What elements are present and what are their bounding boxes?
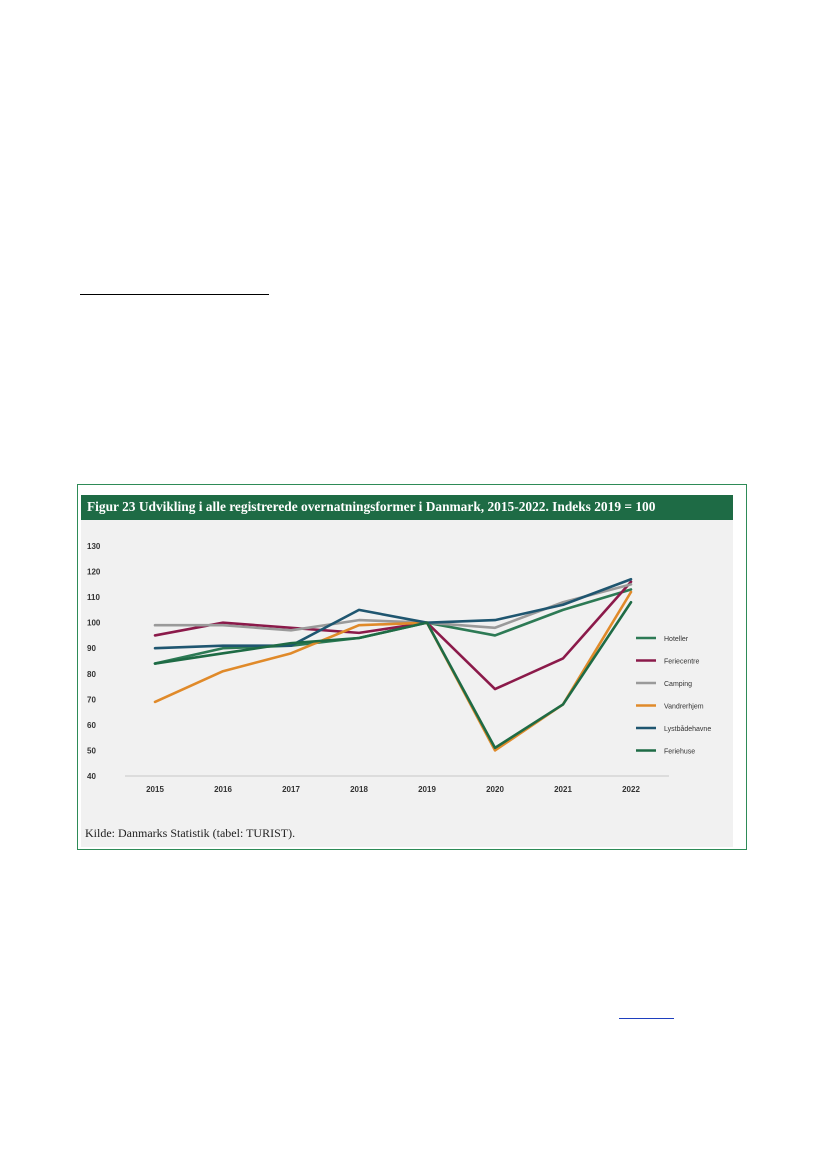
- x-tick-label: 2022: [622, 785, 640, 794]
- series-line: [153, 600, 633, 750]
- figure-title: Figur 23 Udvikling i alle registrerede o…: [81, 495, 733, 520]
- figure-source: Kilde: Danmarks Statistik (tabel: TURIST…: [85, 826, 296, 840]
- y-tick-label: 50: [87, 746, 96, 755]
- x-tick-label: 2019: [418, 785, 436, 794]
- legend-label: Feriehuse: [664, 749, 695, 756]
- y-tick-label: 80: [87, 670, 96, 679]
- chart-area: 40 50 60 70 80 90 100 110 120 130 2015 2016 2017 2018…: [81, 520, 733, 847]
- footnote-separator: [80, 294, 269, 295]
- x-tick-label: 2021: [554, 785, 572, 794]
- y-tick-label: 110: [87, 593, 100, 602]
- x-tick-label: 2018: [350, 785, 368, 794]
- y-tick-label: 60: [87, 721, 96, 730]
- x-tick-label: 2016: [214, 785, 232, 794]
- series-line: [153, 580, 633, 691]
- y-tick-label: 70: [87, 695, 96, 704]
- x-tick-label: 2015: [146, 785, 164, 794]
- x-tick-label: 2017: [282, 785, 300, 794]
- y-tick-label: 90: [87, 644, 96, 653]
- y-tick-label: 130: [87, 542, 101, 551]
- legend-label: Vandrerhjem: [664, 704, 704, 711]
- legend-label: Lystbådehavne: [664, 725, 711, 733]
- y-tick-label: 120: [87, 568, 101, 577]
- legend-label: Hoteller: [664, 636, 689, 643]
- line-chart: 40 50 60 70 80 90 100 110 120 130 2015 2016 2017 2018…: [87, 542, 711, 794]
- legend-label: Feriecentre: [664, 659, 700, 666]
- series-line: [153, 577, 633, 650]
- y-tick-label: 100: [87, 619, 101, 628]
- x-tick-label: 2020: [486, 785, 504, 794]
- y-tick-label: 40: [87, 772, 96, 781]
- legend-label: Camping: [664, 681, 692, 688]
- figure-box: Figur 23 Udvikling i alle registrerede o…: [77, 484, 747, 850]
- hyperlink-underline[interactable]: [619, 1018, 674, 1019]
